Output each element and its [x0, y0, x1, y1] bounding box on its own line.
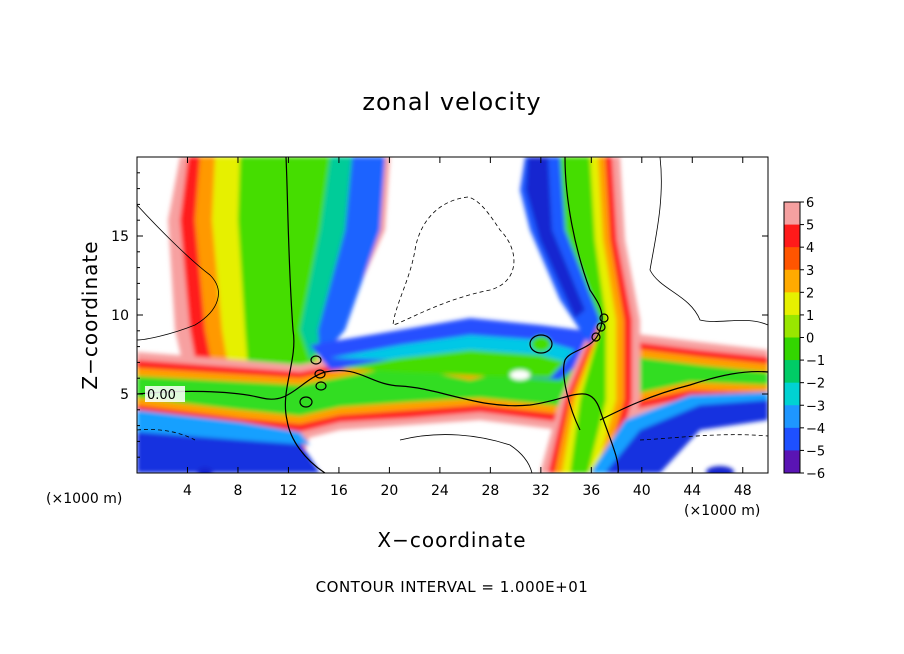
x-tick-label: 48 — [734, 483, 752, 499]
x-axis-ticks: 4 8 12 16 20 24 28 32 36 40 44 48 — [183, 157, 752, 499]
contour-thin-right — [649, 157, 768, 326]
x-tick-label: 28 — [481, 483, 499, 499]
contour-right-band — [599, 370, 768, 421]
bottom-right-blue — [600, 398, 768, 473]
colorbar-tick-label: 6 — [806, 196, 814, 211]
x-tick-label: 12 — [280, 483, 298, 499]
x-unit-right: (×1000 m) — [684, 503, 761, 519]
x-tick-label: 32 — [532, 483, 550, 499]
contours — [137, 157, 768, 473]
blob-mid-2 — [510, 370, 530, 380]
colorbar-tick-label: −3 — [806, 399, 825, 414]
y-axis-title: Z−coordinate — [78, 240, 102, 390]
contour-thin-left — [137, 204, 219, 341]
contour-right-plume — [563, 157, 603, 431]
colorbar-band — [784, 269, 800, 293]
contour-eddy-2 — [314, 369, 326, 379]
contour-eddy-7 — [596, 322, 606, 332]
x-axis-title: X−coordinate — [377, 528, 527, 552]
contour-eddy-6 — [591, 332, 601, 342]
right-plume-green — [545, 157, 606, 473]
colorbar-band — [784, 360, 800, 384]
contour-eddy-3 — [315, 381, 327, 391]
colorbar-tick-label: 5 — [806, 219, 814, 234]
colorbar-tick-label: 4 — [806, 241, 814, 256]
colorbar-tick-label: 2 — [806, 286, 814, 301]
x-unit-left: (×1000 m) — [46, 491, 123, 507]
contour-thin-bottom — [399, 434, 533, 473]
contour-dashed-bottom-right — [639, 434, 768, 441]
colorbar-tick-label: 3 — [806, 264, 814, 279]
colorbar-tick-label: −6 — [806, 467, 825, 482]
y-axis-ticks: 5 10 15 — [111, 156, 768, 474]
y-tick-label: 10 — [111, 308, 129, 324]
right-plume-darkblue — [526, 157, 585, 318]
contour-eddy-1 — [310, 355, 322, 365]
colorbar-band — [784, 202, 800, 226]
contour-left-plume — [284, 157, 326, 473]
mid-band-green — [340, 350, 565, 378]
x-tick-label: 44 — [683, 483, 701, 499]
colorbar-band — [784, 337, 800, 361]
colorbar-band — [784, 450, 800, 474]
colorbar — [783, 201, 801, 474]
colorbar-band — [784, 382, 800, 406]
colorbar-tick-label: 1 — [806, 309, 814, 324]
colorbar-band — [784, 427, 800, 451]
colorbar-tick-label: −1 — [806, 354, 825, 369]
colorbar-tick-label: −4 — [806, 422, 825, 437]
blob-bottom-1 — [197, 467, 213, 473]
colorbar-band — [784, 314, 800, 338]
y-tick-label: 15 — [111, 229, 129, 245]
colorbar-tick-label: 0 — [806, 332, 814, 347]
contour-label: 0.00 — [147, 388, 176, 403]
contour-eddy-4 — [299, 396, 313, 408]
blob-mid-1 — [531, 336, 551, 352]
x-tick-label: 20 — [380, 483, 398, 499]
contour-zero-lower — [137, 370, 619, 473]
x-tick-label: 8 — [233, 483, 242, 499]
contour-dashed-top — [392, 196, 515, 326]
bottom-left-cyan — [137, 410, 310, 445]
velocity-field — [137, 157, 768, 473]
x-tick-label: 40 — [633, 483, 651, 499]
colorbar-band — [784, 292, 800, 316]
colorbar-ticks: 6 5 4 3 2 1 0 −1 −2 −3 −4 −5 −6 — [800, 196, 825, 482]
contour-interval-note: CONTOUR INTERVAL = 1.000E+01 — [315, 578, 589, 596]
contour-label-bg — [145, 386, 185, 402]
colorbar-band — [784, 405, 800, 429]
bottom-right-cyan — [590, 392, 768, 473]
blob-bottom-2 — [706, 466, 734, 473]
colorbar-tick-label: −5 — [806, 444, 825, 459]
x-tick-label: 36 — [582, 483, 600, 499]
x-tick-label: 24 — [431, 483, 449, 499]
x-tick-label: 16 — [330, 483, 348, 499]
colorbar-band — [784, 224, 800, 248]
contour-eddy-8 — [599, 313, 609, 323]
left-plume-blue — [318, 157, 385, 360]
y-tick-label: 5 — [120, 387, 129, 403]
x-tick-label: 4 — [183, 483, 192, 499]
colorbar-band — [784, 247, 800, 271]
chart-title: zonal velocity — [362, 88, 542, 116]
contour-eddy-5 — [529, 334, 553, 354]
colorbar-tick-label: −2 — [806, 377, 825, 392]
